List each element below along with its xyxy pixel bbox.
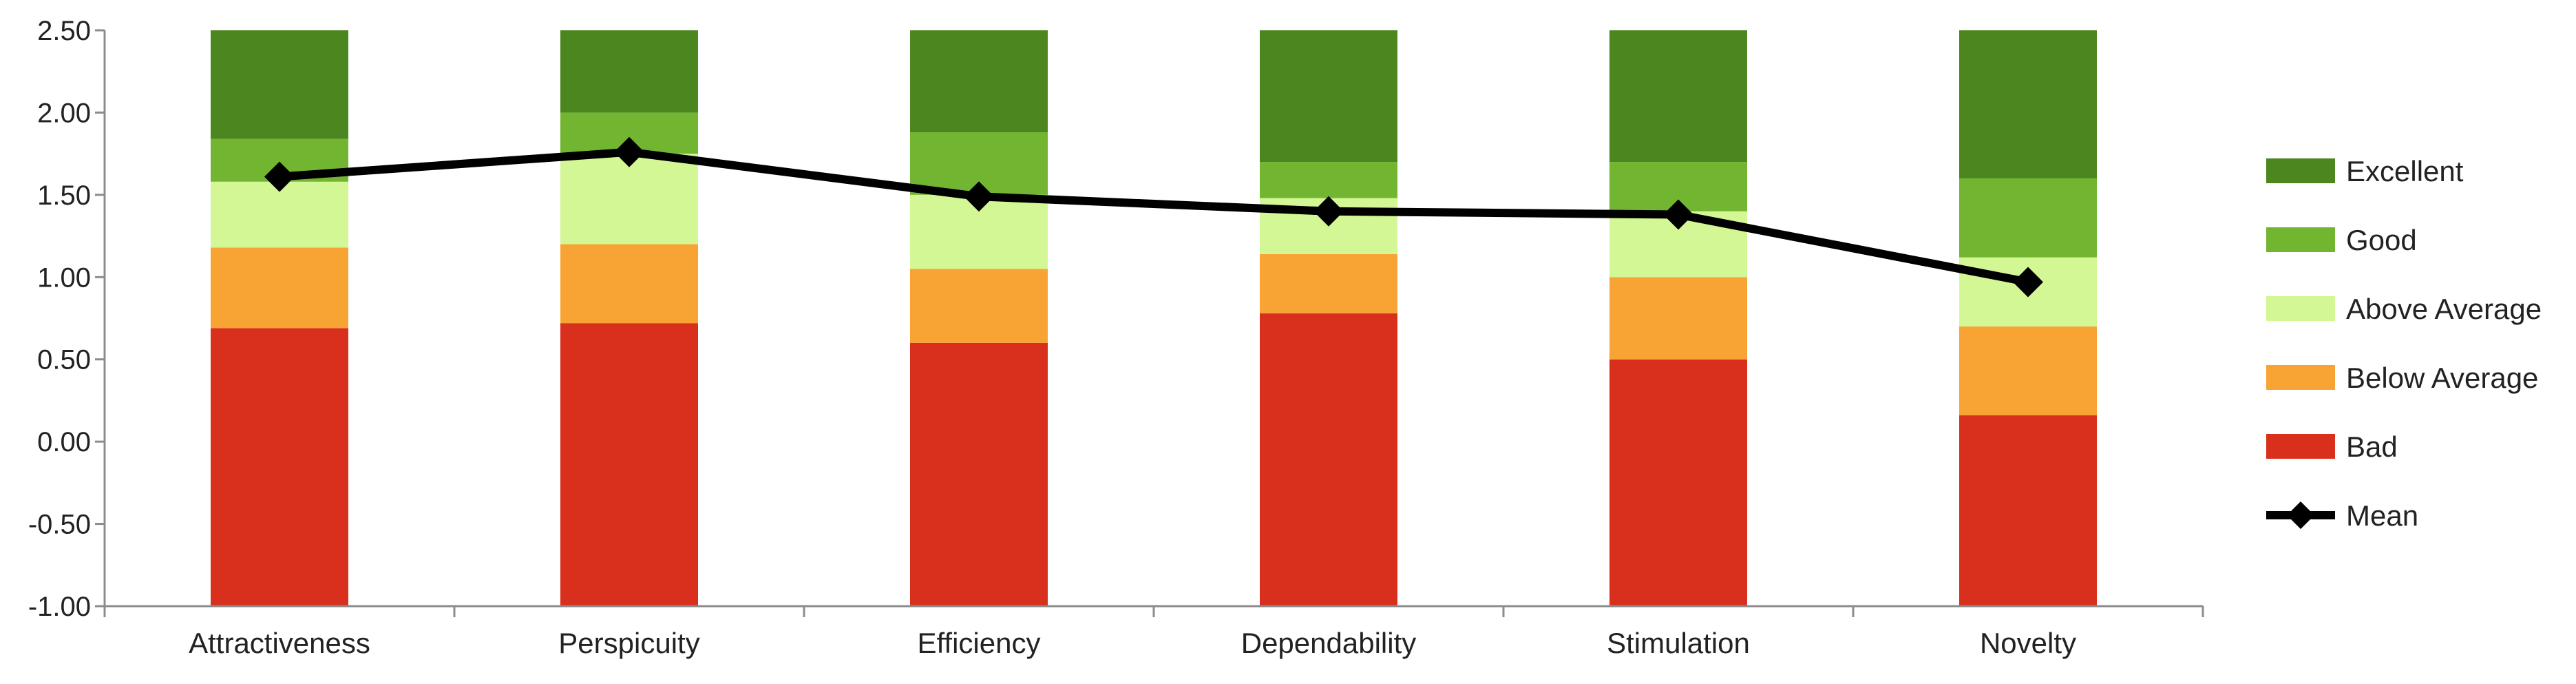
- bar-bad-stimulation: [1609, 359, 1747, 606]
- mean-point-efficiency: [964, 181, 994, 212]
- x-category-label: Dependability: [1241, 627, 1417, 659]
- bar-below-average-dependability: [1260, 253, 1397, 313]
- bar-good-dependability: [1260, 162, 1397, 198]
- y-tick-label: 2.00: [37, 98, 91, 128]
- x-category-label: Attractiveness: [189, 627, 370, 659]
- bar-excellent-perspicuity: [560, 30, 698, 113]
- bar-below-average-attractiveness: [211, 247, 348, 329]
- mean-point-perspicuity: [614, 136, 644, 167]
- bar-bad-attractiveness: [211, 328, 348, 606]
- mean-point-stimulation: [1663, 199, 1693, 230]
- x-category-label: Efficiency: [918, 627, 1041, 659]
- legend-swatch-bad: [2266, 434, 2335, 459]
- bar-above-average-attractiveness: [211, 181, 348, 248]
- bar-excellent-stimulation: [1609, 30, 1747, 163]
- bar-excellent-novelty: [1959, 30, 2097, 178]
- y-tick-label: 2.50: [37, 16, 91, 46]
- bar-excellent-attractiveness: [211, 30, 348, 139]
- bar-bad-dependability: [1260, 313, 1397, 606]
- bar-excellent-dependability: [1260, 30, 1397, 163]
- bar-below-average-efficiency: [910, 269, 1048, 343]
- legend-label-good: Good: [2346, 224, 2417, 256]
- y-tick-label: 0.00: [37, 427, 91, 457]
- mean-point-dependability: [1313, 196, 1344, 227]
- y-tick-label: 1.50: [37, 180, 91, 211]
- legend-label-above-average: Above Average: [2346, 293, 2542, 325]
- bar-below-average-stimulation: [1609, 277, 1747, 360]
- legend-label-below-average: Below Average: [2346, 362, 2538, 394]
- bar-below-average-perspicuity: [560, 244, 698, 324]
- bar-bad-perspicuity: [560, 323, 698, 606]
- bar-excellent-efficiency: [910, 30, 1048, 133]
- mean-point-novelty: [2013, 267, 2043, 298]
- x-category-label: Stimulation: [1607, 627, 1750, 659]
- legend-label-mean: Mean: [2346, 499, 2418, 532]
- legend-swatch-excellent: [2266, 158, 2335, 183]
- legend-swatch-above-average: [2266, 296, 2335, 321]
- y-tick-label: 1.00: [37, 262, 91, 293]
- bar-above-average-perspicuity: [560, 154, 698, 245]
- mean-line: [279, 147, 2029, 287]
- x-category-label: Perspicuity: [558, 627, 699, 659]
- y-tick-label: -1.00: [28, 592, 91, 622]
- legend-swatch-good: [2266, 227, 2335, 252]
- y-tick-label: 0.50: [37, 345, 91, 375]
- legend-label-bad: Bad: [2346, 431, 2398, 463]
- bar-below-average-novelty: [1959, 326, 2097, 415]
- y-tick-label: -0.50: [28, 510, 91, 540]
- mean-point-attractiveness: [264, 161, 295, 192]
- legend-label-excellent: Excellent: [2346, 155, 2464, 187]
- bar-good-novelty: [1959, 178, 2097, 258]
- legend-swatch-mean-marker: [2287, 501, 2314, 529]
- bar-bad-efficiency: [910, 342, 1048, 606]
- bar-bad-novelty: [1959, 415, 2097, 606]
- legend-swatch-below-average: [2266, 365, 2335, 390]
- x-category-label: Novelty: [1980, 627, 2076, 659]
